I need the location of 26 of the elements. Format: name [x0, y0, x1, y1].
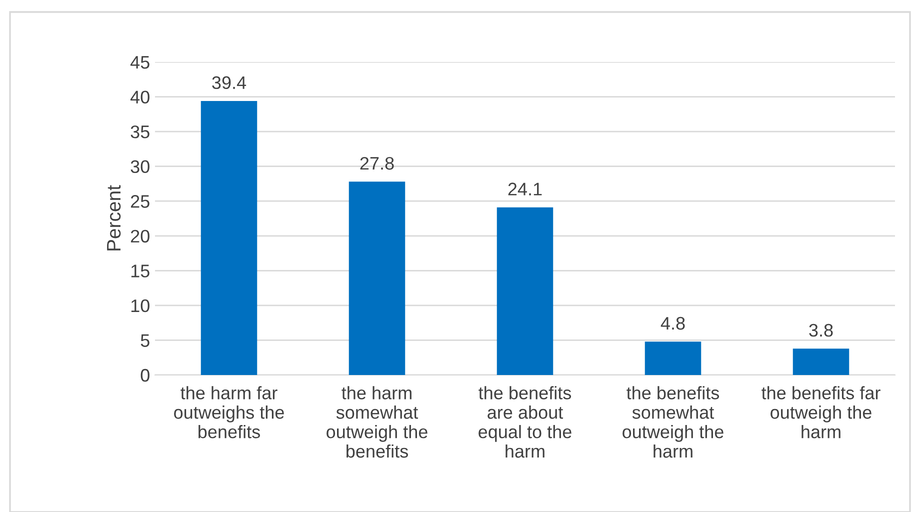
- bar: [496, 207, 554, 375]
- x-tick-label: the harm somewhat outweigh the benefits: [326, 386, 428, 458]
- y-tick-label: 5: [140, 334, 150, 347]
- bar: [644, 342, 702, 375]
- data-label: 39.4: [212, 76, 246, 90]
- data-label: 3.8: [809, 324, 833, 337]
- x-tick-label: the harm far outweighs the benefits: [174, 386, 284, 438]
- data-label: 27.8: [360, 156, 394, 170]
- bar: [200, 100, 258, 375]
- bar: [792, 348, 850, 375]
- y-tick-label: 0: [140, 368, 150, 382]
- y-tick-label: 15: [131, 264, 150, 278]
- y-tick-label: 10: [131, 299, 150, 312]
- x-tick-label: the benefits somewhat outweigh the harm: [622, 386, 724, 458]
- y-tick-label: 35: [130, 125, 150, 138]
- x-tick-label: the benefits far outweigh the harm: [762, 386, 880, 438]
- bar: [348, 182, 406, 375]
- x-tick-label: the benefits are about equal to the harm: [478, 386, 572, 458]
- y-tick-label: 25: [130, 195, 150, 208]
- y-tick-label: 20: [130, 230, 150, 243]
- y-axis-title: Percent: [107, 185, 121, 250]
- data-label: 4.8: [660, 316, 685, 330]
- data-label: 24.1: [508, 182, 542, 196]
- y-tick-label: 45: [130, 56, 150, 69]
- y-tick-label: 30: [130, 160, 150, 174]
- y-tick-label: 40: [130, 90, 150, 104]
